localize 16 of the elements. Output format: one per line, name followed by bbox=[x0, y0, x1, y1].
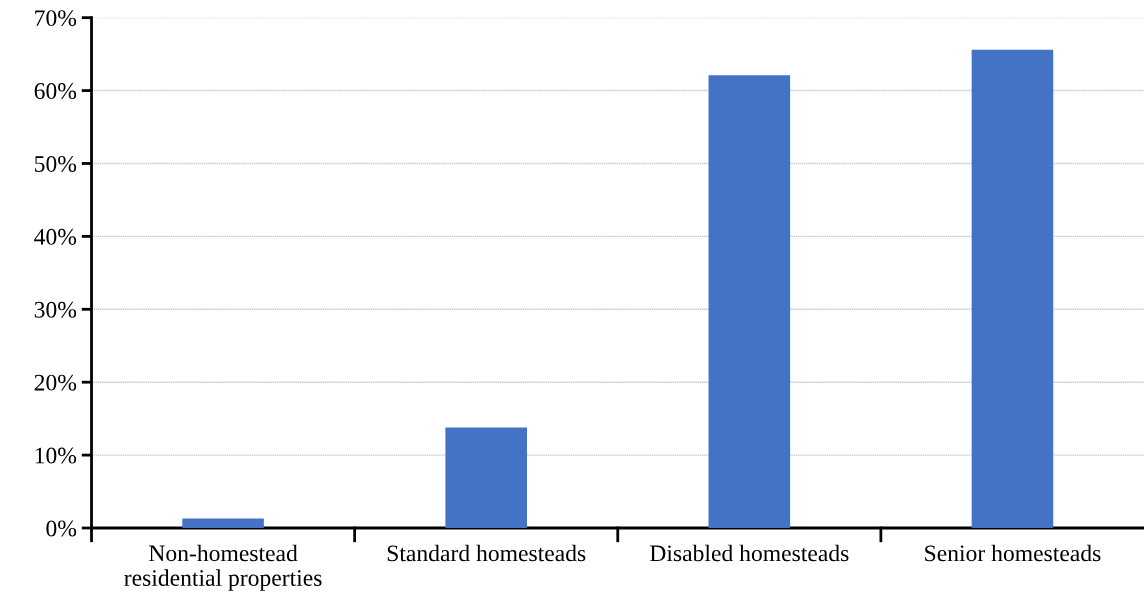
x-tick-label: Senior homesteads bbox=[925, 544, 1101, 562]
x-tick-label: Standard homesteads bbox=[387, 544, 586, 562]
y-tick-label: 40% bbox=[34, 228, 77, 245]
y-tick-label: 20% bbox=[34, 374, 77, 391]
y-tick-label: 30% bbox=[34, 301, 77, 318]
y-tick-label: 50% bbox=[35, 155, 77, 172]
y-tick-label: 60% bbox=[34, 83, 77, 100]
x-tick-label: Disabled homesteads bbox=[650, 544, 849, 562]
x-tick-label: Non-homestead residential properties bbox=[124, 544, 322, 591]
y-tick-label: 70% bbox=[35, 10, 77, 27]
y-tick-label: 0% bbox=[46, 520, 77, 537]
bar bbox=[445, 427, 527, 528]
bar bbox=[971, 49, 1054, 528]
bar bbox=[182, 518, 264, 528]
y-tick-label: 10% bbox=[35, 447, 77, 464]
bar bbox=[708, 75, 791, 528]
